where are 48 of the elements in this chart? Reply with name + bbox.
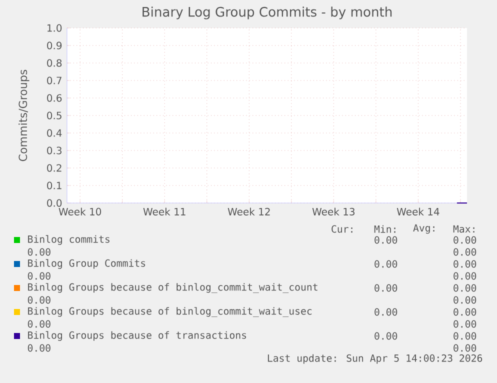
- text: 0.00: [374, 284, 398, 292]
- text: 0.00: [454, 284, 476, 292]
- text: 0.00: [28, 272, 50, 280]
- text: Last update: Sun Apr 5 14:00:23 2026: [268, 354, 482, 364]
- y-tick-label: 0.5: [47, 112, 62, 120]
- x-tick-label: Week 13: [312, 208, 355, 216]
- x-tick-label: Week 12: [228, 208, 270, 216]
- text: 0.00: [454, 296, 476, 304]
- text: Max:: [453, 225, 474, 233]
- legend-label: Binlog commits: [28, 235, 110, 245]
- text: 0.00: [374, 332, 398, 340]
- text: 0.00: [454, 308, 476, 316]
- text: 0.00: [454, 260, 476, 268]
- y-tick-label: 0.2: [47, 164, 62, 172]
- x-tick-label: Week 10: [58, 208, 102, 216]
- text: 0.00: [374, 260, 398, 268]
- text: 0.00: [454, 272, 476, 280]
- text: 0.00: [28, 296, 50, 304]
- legend-label: Binlog Groups because of binlog_commit_wait_count: [28, 283, 318, 293]
- y-tick-label: 0.8: [47, 59, 62, 67]
- y-tick-label: 1.0: [47, 24, 62, 32]
- y-tick-label: 0.9: [47, 42, 62, 50]
- text: 0.00: [374, 236, 398, 244]
- y-tick-label: 0.1: [47, 182, 62, 190]
- text: Avg:: [413, 224, 434, 234]
- legend-label: Binlog Groups because of transactions: [28, 331, 246, 341]
- x-tick-label: Week 11: [143, 208, 186, 216]
- text: Min:: [374, 225, 396, 233]
- y-tick-label: 0.6: [47, 94, 62, 102]
- text: 0.00: [454, 248, 476, 256]
- legend-label: Binlog Groups because of binlog_commit_wait_usec: [28, 307, 312, 317]
- text: 0.00: [28, 320, 50, 328]
- y-tick-label: 0.0: [47, 199, 62, 207]
- text: 0.00: [374, 308, 398, 316]
- legend-label: Binlog Group Commits: [28, 259, 146, 269]
- y-tick-label: 0.4: [47, 129, 62, 137]
- text: 0.00: [454, 332, 476, 340]
- text: Cur:: [332, 225, 352, 233]
- y-tick-label: 0.3: [47, 146, 62, 154]
- text: 0.00: [454, 344, 476, 352]
- text: 0.00: [454, 236, 476, 244]
- text: 0.00: [28, 248, 50, 256]
- text: 0.00: [454, 320, 476, 328]
- chart-title: Binary Log Group Commits - by month: [142, 6, 392, 20]
- y-tick-label: 0.7: [47, 76, 62, 84]
- text: 0.00: [28, 344, 50, 352]
- y-axis-title: Commits/Groups: [18, 70, 30, 162]
- x-tick-label: Week 14: [396, 208, 440, 216]
